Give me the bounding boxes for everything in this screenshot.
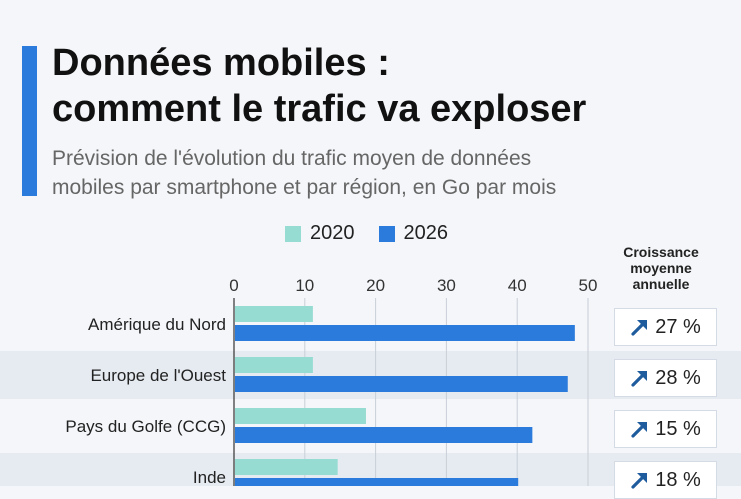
x-tick-label: 50 xyxy=(579,276,598,295)
growth-badge: 15 % xyxy=(614,410,717,448)
growth-column-header: Croissance moyenne annuelle xyxy=(612,244,710,292)
legend-label-2020: 2020 xyxy=(310,222,355,244)
legend-item-2026: 2026 xyxy=(378,222,449,245)
bar-2026 xyxy=(235,427,533,443)
bar-2026 xyxy=(235,376,568,392)
accent-bar xyxy=(22,46,37,196)
bar-2020 xyxy=(235,357,313,373)
bar-2026 xyxy=(235,478,519,486)
subtitle-line-1: Prévision de l'évolution du trafic moyen… xyxy=(52,147,532,170)
growth-value: 28 % xyxy=(655,366,701,389)
legend-swatch-2026 xyxy=(378,225,395,242)
arrow-up-right-icon xyxy=(631,473,648,489)
title-line-2: comment le trafic va exploser xyxy=(52,88,587,130)
growth-header-line-3: annuelle xyxy=(632,276,690,292)
growth-value: 18 % xyxy=(655,468,701,491)
growth-badge: 28 % xyxy=(614,359,717,397)
legend-label-2026: 2026 xyxy=(403,222,449,244)
growth-value: 15 % xyxy=(655,417,701,440)
category-label: Pays du Golfe (CCG) xyxy=(65,417,226,436)
x-tick-label: 20 xyxy=(366,276,385,295)
growth-header-line-1: Croissance xyxy=(623,244,699,260)
page-subtitle: Prévision de l'évolution du trafic moyen… xyxy=(52,144,732,202)
x-tick-label: 40 xyxy=(508,276,527,295)
x-tick-label: 0 xyxy=(229,276,238,295)
arrow-up-right-icon xyxy=(631,422,648,438)
title-line-1: Données mobiles : xyxy=(52,42,390,84)
chart-legend: 2020 2026 xyxy=(285,222,472,245)
growth-header-line-2: moyenne xyxy=(630,260,692,276)
infographic: Données mobiles : comment le trafic va e… xyxy=(0,40,741,499)
page-title: Données mobiles : comment le trafic va e… xyxy=(52,40,732,132)
growth-badge: 18 % xyxy=(614,461,717,499)
legend-swatch-2020 xyxy=(285,225,301,242)
bar-2020 xyxy=(235,306,313,322)
subtitle-line-2: mobiles par smartphone et par région, en… xyxy=(52,176,557,199)
x-tick-label: 10 xyxy=(295,276,314,295)
arrow-up-right-icon xyxy=(631,371,648,387)
x-tick-label: 30 xyxy=(437,276,456,295)
arrow-up-right-icon xyxy=(631,320,648,336)
bar-2020 xyxy=(235,408,366,424)
bar-2020 xyxy=(235,459,338,475)
category-label: Amérique du Nord xyxy=(88,315,226,334)
growth-value: 27 % xyxy=(655,315,701,338)
category-label: Europe de l'Ouest xyxy=(90,366,226,385)
bar-2026 xyxy=(235,325,575,341)
legend-item-2020: 2020 xyxy=(285,222,355,245)
category-label: Inde xyxy=(193,468,226,486)
growth-badge: 27 % xyxy=(614,308,717,346)
